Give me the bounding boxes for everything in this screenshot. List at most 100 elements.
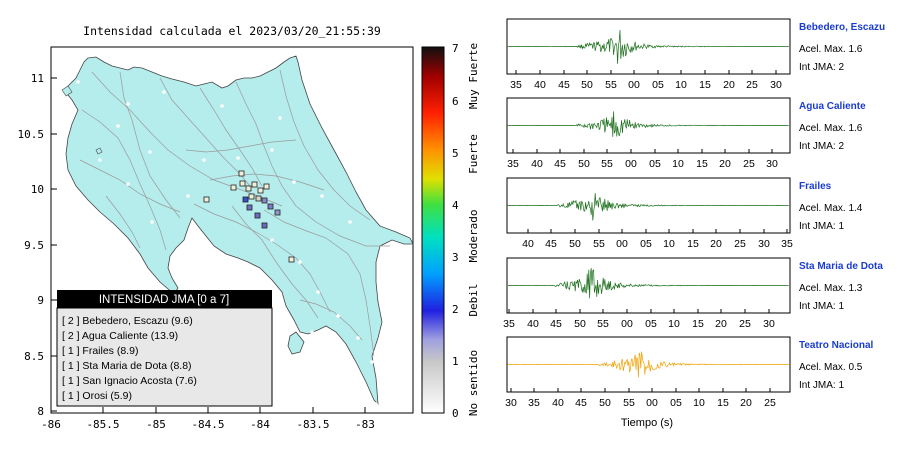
y-tick-label: 8: [37, 405, 44, 418]
time-tick-label: 25: [739, 318, 751, 330]
time-tick-label: 35: [528, 397, 540, 409]
max-acceleration: Acel. Max. 0.5: [799, 362, 863, 373]
seismogram-panels: 35 40 45 50 55 00 05 10 15 20 25 30 Bebedero, Escazu…: [503, 18, 885, 409]
colorbar-tick: 7: [452, 42, 459, 55]
time-tick-label: 45: [545, 238, 557, 250]
waveform-trace: [507, 29, 789, 64]
seismogram-panel: 35 40 45 50 55 00 05 10 15 20 25 30 Agua Caliente Ace…: [506, 97, 866, 170]
time-tick-label: 30: [766, 158, 778, 170]
city-markers: [76, 80, 378, 406]
station-name: Frailes: [799, 181, 832, 192]
map-axis-ticks: [50, 77, 366, 413]
time-tick-label: 20: [710, 238, 722, 250]
colorbar-tick: 3: [452, 251, 459, 264]
colorbar-tick: 0: [452, 407, 459, 420]
time-tick-label: 35: [503, 318, 515, 330]
station-name: Sta Maria de Dota: [799, 261, 883, 272]
time-tick-label: 00: [621, 318, 633, 330]
y-tick-label: 9.5: [24, 239, 44, 252]
time-tick-label: 15: [687, 238, 699, 250]
time-tick-label: 50: [569, 238, 581, 250]
max-acceleration: Acel. Max. 1.6: [799, 123, 863, 134]
y-tick-label: 10.5: [18, 128, 45, 141]
seismogram-panel: 40 45 50 55 00 05 10 15 20 25 30 35 Frailes Acel. Max…: [506, 177, 863, 250]
legend-item: [ 1 ] Sta Maria de Dota (8.8): [62, 360, 192, 372]
intensity-colorbar: 7 6 5 4 3 2 1 0 Muy Fuerte Fuerte Modera…: [421, 42, 480, 420]
colorbar-tick: 4: [452, 199, 459, 212]
time-tick-label: 40: [527, 318, 539, 330]
time-tick-label: 25: [743, 158, 755, 170]
time-tick-label: 10: [693, 397, 705, 409]
jma-intensity: Int JMA: 1: [799, 301, 844, 312]
time-axis-label: Tiempo (s): [621, 417, 673, 429]
time-tick-label: 05: [640, 238, 652, 250]
colorbar-category: Fuerte: [467, 134, 480, 174]
waveform-trace: [507, 268, 789, 299]
x-tick-label: -84: [250, 418, 270, 431]
time-tick-label: 15: [717, 397, 729, 409]
time-tick-label: 55: [605, 79, 617, 91]
time-tick-label: 10: [663, 238, 675, 250]
time-tick-label: 20: [719, 158, 731, 170]
time-tick-label: 00: [628, 79, 640, 91]
station-name: Agua Caliente: [799, 101, 866, 112]
jma-intensity: Int JMA: 1: [799, 221, 844, 232]
map-title: Intensidad calculada el 2023/03/20_21:55…: [83, 24, 381, 38]
station-name: Teatro Nacional: [799, 340, 873, 351]
time-tick-label: 05: [670, 397, 682, 409]
legend-item: [ 2 ] Agua Caliente (13.9): [62, 330, 178, 342]
time-tick-label: 00: [625, 158, 637, 170]
time-tick-label: 35: [781, 238, 793, 250]
map-panel: -86 -85.5 -85 -84.5 -84 -83.5 -83 11 10.…: [18, 46, 414, 431]
time-tick-label: 15: [696, 158, 708, 170]
seismogram-panel: 35 40 45 50 55 00 05 10 15 20 25 30 Sta Maria de Dot…: [503, 257, 883, 330]
max-acceleration: Acel. Max. 1.3: [799, 283, 863, 294]
seismogram-panel: 35 40 45 50 55 00 05 10 15 20 25 30 Bebedero, Escazu…: [506, 18, 885, 91]
waveform-trace: [507, 351, 789, 378]
time-tick-label: 55: [593, 238, 605, 250]
time-tick-label: 55: [601, 158, 613, 170]
jma-intensity: Int JMA: 1: [799, 380, 844, 391]
time-tick-label: 20: [740, 397, 752, 409]
x-tick-label: -84.5: [191, 418, 224, 431]
time-tick-label: 35: [507, 158, 519, 170]
time-tick-label: 00: [616, 238, 628, 250]
time-tick-label: 40: [552, 397, 564, 409]
colorbar-tick: 6: [452, 95, 459, 108]
colorbar-category: Muy Fuerte: [467, 43, 480, 109]
time-tick-label: 25: [734, 238, 746, 250]
station-markers: [203, 170, 295, 263]
time-tick-label: 30: [505, 397, 517, 409]
x-tick-label: -85.5: [86, 418, 119, 431]
y-tick-label: 10: [31, 183, 44, 196]
time-tick-label: 50: [581, 79, 593, 91]
coastal-islands: [61, 85, 103, 155]
time-tick-label: 50: [574, 318, 586, 330]
time-tick-label: 05: [645, 318, 657, 330]
time-tick-label: 05: [649, 158, 661, 170]
time-tick-label: 30: [770, 79, 782, 91]
waveform-trace: [507, 193, 789, 221]
time-tick-label: 30: [763, 318, 775, 330]
legend-item: [ 1 ] San Ignacio Acosta (7.6): [62, 375, 197, 387]
colorbar-gradient: [421, 46, 445, 414]
colorbar-category: Moderado: [467, 210, 480, 263]
legend-item: [ 2 ] Bebedero, Escazu (9.6): [62, 315, 193, 327]
jma-intensity: Int JMA: 2: [799, 141, 844, 152]
y-tick-label: 11: [31, 72, 44, 85]
x-tick-label: -85: [146, 418, 166, 431]
time-tick-label: 35: [510, 79, 522, 91]
legend-title: INTENSIDAD JMA [0 a 7]: [99, 294, 229, 306]
time-tick-label: 15: [692, 318, 704, 330]
colorbar-tick: 5: [452, 147, 459, 160]
colorbar-category: Debil: [467, 283, 480, 316]
time-tick-label: 40: [534, 79, 546, 91]
time-tick-label: 55: [623, 397, 635, 409]
colorbar-tick: 1: [452, 355, 459, 368]
x-tick-label: -83: [355, 418, 375, 431]
legend-header: [57, 290, 272, 308]
colorbar-category: No sentido: [467, 350, 480, 416]
time-tick-label: 05: [652, 79, 664, 91]
time-tick-label: 30: [758, 238, 770, 250]
legend-item: [ 1 ] Orosi (5.9): [62, 390, 132, 402]
